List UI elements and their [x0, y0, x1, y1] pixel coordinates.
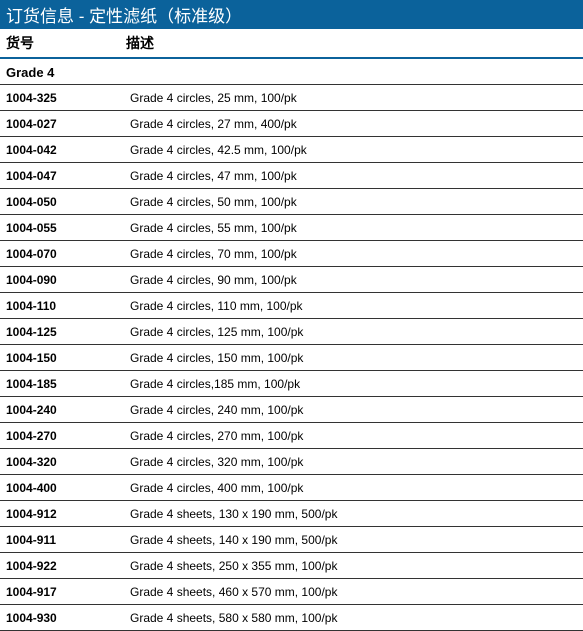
table-row: 1004-055Grade 4 circles, 55 mm, 100/pk [0, 215, 583, 240]
product-code: 1004-125 [6, 325, 126, 339]
product-desc: Grade 4 circles,185 mm, 100/pk [126, 377, 577, 391]
product-code: 1004-917 [6, 585, 126, 599]
table-row: 1004-320Grade 4 circles, 320 mm, 100/pk [0, 449, 583, 474]
product-code: 1004-922 [6, 559, 126, 573]
title-bar: 订货信息 - 定性滤纸（标准级） [0, 0, 583, 29]
product-code: 1004-090 [6, 273, 126, 287]
product-code: 1004-325 [6, 91, 126, 105]
product-desc: Grade 4 circles, 25 mm, 100/pk [126, 91, 577, 105]
table-row: 1004-070Grade 4 circles, 70 mm, 100/pk [0, 241, 583, 266]
product-desc: Grade 4 sheets, 580 x 580 mm, 100/pk [126, 611, 577, 625]
table-row: 1004-400Grade 4 circles, 400 mm, 100/pk [0, 475, 583, 500]
product-desc: Grade 4 circles, 320 mm, 100/pk [126, 455, 577, 469]
product-desc: Grade 4 circles, 90 mm, 100/pk [126, 273, 577, 287]
product-code: 1004-912 [6, 507, 126, 521]
table-row: 1004-185Grade 4 circles,185 mm, 100/pk [0, 371, 583, 396]
product-code: 1004-070 [6, 247, 126, 261]
product-code: 1004-150 [6, 351, 126, 365]
table-row: 1004-050Grade 4 circles, 50 mm, 100/pk [0, 189, 583, 214]
product-code: 1004-240 [6, 403, 126, 417]
product-code: 1004-055 [6, 221, 126, 235]
product-desc: Grade 4 circles, 50 mm, 100/pk [126, 195, 577, 209]
product-desc: Grade 4 circles, 47 mm, 100/pk [126, 169, 577, 183]
product-code: 1004-320 [6, 455, 126, 469]
header-desc: 描述 [126, 33, 577, 53]
product-desc: Grade 4 circles, 55 mm, 100/pk [126, 221, 577, 235]
product-code: 1004-047 [6, 169, 126, 183]
table-row: 1004-930Grade 4 sheets, 580 x 580 mm, 10… [0, 605, 583, 630]
product-desc: Grade 4 sheets, 140 x 190 mm, 500/pk [126, 533, 577, 547]
product-desc: Grade 4 circles, 110 mm, 100/pk [126, 299, 577, 313]
section-title: Grade 4 [0, 59, 583, 84]
product-code: 1004-050 [6, 195, 126, 209]
product-desc: Grade 4 circles, 400 mm, 100/pk [126, 481, 577, 495]
table-row: 1004-042Grade 4 circles, 42.5 mm, 100/pk [0, 137, 583, 162]
product-desc: Grade 4 circles, 125 mm, 100/pk [126, 325, 577, 339]
table-row: 1004-090Grade 4 circles, 90 mm, 100/pk [0, 267, 583, 292]
product-desc: Grade 4 circles, 240 mm, 100/pk [126, 403, 577, 417]
product-code: 1004-400 [6, 481, 126, 495]
table-row: 1004-917Grade 4 sheets, 460 x 570 mm, 10… [0, 579, 583, 604]
header-code: 货号 [6, 33, 126, 53]
table-row: 1004-325Grade 4 circles, 25 mm, 100/pk [0, 85, 583, 110]
table-row: 1004-150Grade 4 circles, 150 mm, 100/pk [0, 345, 583, 370]
table-row: 1004-912Grade 4 sheets, 130 x 190 mm, 50… [0, 501, 583, 526]
product-desc: Grade 4 circles, 270 mm, 100/pk [126, 429, 577, 443]
product-desc: Grade 4 circles, 42.5 mm, 100/pk [126, 143, 577, 157]
product-code: 1004-110 [6, 299, 126, 313]
table-row: 1004-911Grade 4 sheets, 140 x 190 mm, 50… [0, 527, 583, 552]
product-code: 1004-270 [6, 429, 126, 443]
product-desc: Grade 4 sheets, 460 x 570 mm, 100/pk [126, 585, 577, 599]
product-desc: Grade 4 circles, 150 mm, 100/pk [126, 351, 577, 365]
product-desc: Grade 4 circles, 70 mm, 100/pk [126, 247, 577, 261]
product-code: 1004-930 [6, 611, 126, 625]
product-desc: Grade 4 circles, 27 mm, 400/pk [126, 117, 577, 131]
table-row: 1004-047Grade 4 circles, 47 mm, 100/pk [0, 163, 583, 188]
table-row: 1004-027Grade 4 circles, 27 mm, 400/pk [0, 111, 583, 136]
product-code: 1004-042 [6, 143, 126, 157]
table-body: 1004-325Grade 4 circles, 25 mm, 100/pk10… [0, 85, 583, 631]
product-desc: Grade 4 sheets, 250 x 355 mm, 100/pk [126, 559, 577, 573]
product-table: 订货信息 - 定性滤纸（标准级） 货号 描述 Grade 4 1004-325G… [0, 0, 583, 631]
product-code: 1004-911 [6, 533, 126, 547]
table-row: 1004-110Grade 4 circles, 110 mm, 100/pk [0, 293, 583, 318]
table-row: 1004-125Grade 4 circles, 125 mm, 100/pk [0, 319, 583, 344]
table-row: 1004-240Grade 4 circles, 240 mm, 100/pk [0, 397, 583, 422]
table-row: 1004-270Grade 4 circles, 270 mm, 100/pk [0, 423, 583, 448]
product-code: 1004-027 [6, 117, 126, 131]
product-code: 1004-185 [6, 377, 126, 391]
table-header: 货号 描述 [0, 29, 583, 59]
product-desc: Grade 4 sheets, 130 x 190 mm, 500/pk [126, 507, 577, 521]
table-row: 1004-922Grade 4 sheets, 250 x 355 mm, 10… [0, 553, 583, 578]
